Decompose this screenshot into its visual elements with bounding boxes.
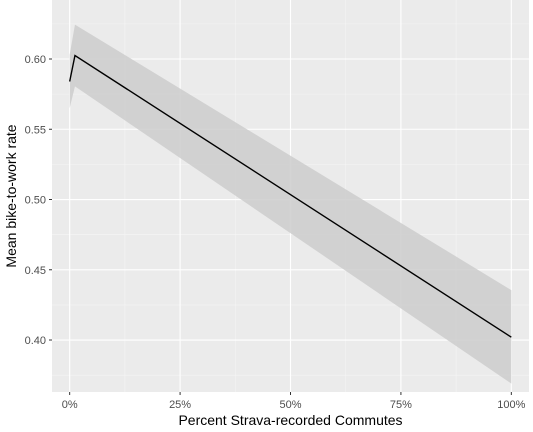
x-axis-title: Percent Strava-recorded Commutes bbox=[178, 412, 402, 428]
y-axis-ticks: 0.40 0.45 0.50 0.55 0.60 bbox=[25, 54, 52, 347]
major-gridlines bbox=[52, 0, 529, 392]
x-axis-ticks: 0% 25% 50% 75% 100% bbox=[62, 392, 526, 411]
y-tick-label: 0.60 bbox=[25, 54, 46, 66]
y-tick-label: 0.45 bbox=[25, 265, 46, 277]
y-tick-label: 0.50 bbox=[25, 195, 46, 207]
confidence-ribbon bbox=[69, 24, 512, 384]
x-tick-label: 100% bbox=[497, 399, 525, 411]
x-tick-label: 25% bbox=[169, 399, 191, 411]
y-tick-label: 0.55 bbox=[25, 124, 46, 136]
y-axis-title: Mean bike-to-work rate bbox=[3, 124, 19, 267]
x-tick-label: 0% bbox=[62, 399, 78, 411]
x-tick-label: 50% bbox=[279, 399, 301, 411]
x-tick-label: 75% bbox=[390, 399, 412, 411]
trend-line bbox=[68, 54, 512, 338]
y-tick-label: 0.40 bbox=[25, 335, 46, 347]
